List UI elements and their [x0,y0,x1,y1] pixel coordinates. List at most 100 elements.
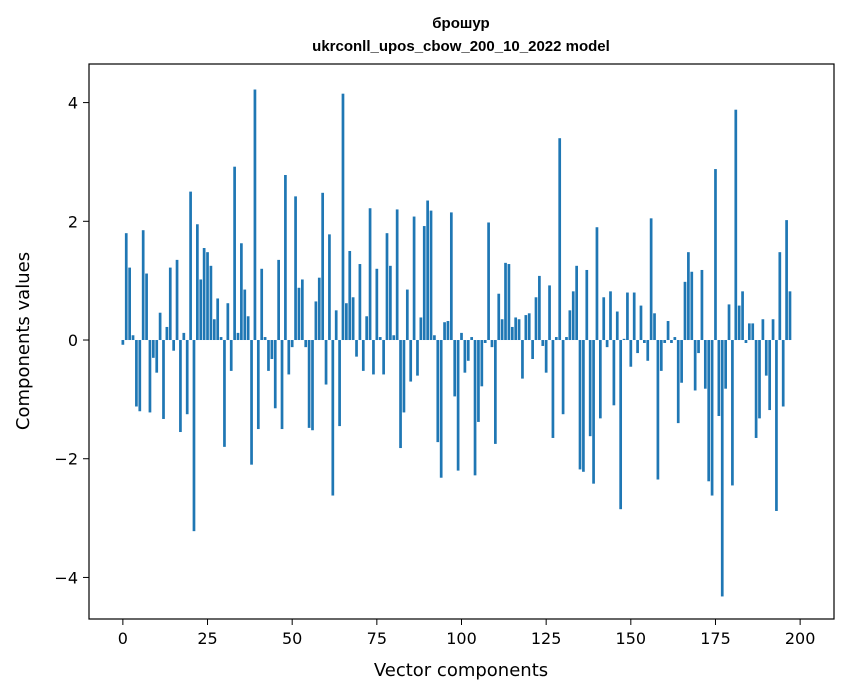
bar-41 [260,268,264,341]
bar-108 [487,222,490,341]
bar-36 [243,289,247,341]
bar-125 [544,340,548,373]
bar-130 [561,340,565,415]
bar-7 [145,273,148,341]
bar-141 [598,340,602,419]
bar-72 [365,316,369,341]
bar-172 [703,340,707,389]
bar-101 [463,340,467,373]
bar-114 [507,264,511,341]
bar-18 [182,332,186,341]
y-tick-label--4: −4 [54,568,78,587]
bar-142 [602,297,606,341]
bar-23 [199,279,203,341]
bar-93 [436,340,440,443]
bar-153 [639,305,643,341]
bar-31 [226,303,230,341]
bar-71 [361,340,365,371]
bar-51 [294,196,297,341]
bar-28 [216,298,220,341]
bar-11 [158,312,162,341]
bar-77 [382,340,385,375]
bar-70 [358,264,362,341]
x-tick-label-50: 50 [282,629,302,648]
bar-147 [619,340,623,510]
bar-85 [409,340,413,382]
bar-129 [558,138,562,341]
bar-131 [565,337,568,341]
bar-45 [273,340,277,409]
bar-159 [659,340,663,371]
bar-88 [419,317,423,341]
bar-102 [466,340,470,361]
bar-87 [416,340,419,376]
x-tick-label-25: 25 [197,629,217,648]
bar-21 [192,340,196,532]
bar-196 [785,220,788,341]
bar-42 [263,337,267,341]
bar-158 [656,340,660,480]
bar-185 [747,323,751,341]
bar-149 [626,292,629,341]
bar-151 [632,292,636,341]
bar-40 [256,340,260,430]
y-axis-ticks: −4 −2 0 2 4 [54,94,89,587]
bar-189 [761,319,765,341]
bar-190 [764,340,768,376]
bar-74 [372,340,375,375]
bar-57 [314,301,318,341]
x-tick-label-75: 75 [367,629,387,648]
bar-169 [693,340,697,391]
bar-27 [212,319,216,341]
bar-188 [758,340,761,419]
bar-94 [439,340,443,478]
bar-138 [588,340,592,437]
bar-120 [527,313,531,341]
bar-20 [189,191,192,341]
bar-170 [697,340,700,354]
bar-148 [622,338,626,341]
bar-98 [453,340,457,397]
bar-14 [168,267,172,341]
x-tick-label-200: 200 [785,629,816,648]
bar-163 [673,337,677,341]
bar-19 [185,340,189,415]
bar-126 [548,285,551,341]
bar-157 [653,313,656,341]
bar-49 [287,340,291,375]
bar-17 [179,340,182,433]
bar-44 [270,340,274,360]
y-tick-label-0: 0 [68,331,78,350]
bar-110 [494,340,497,444]
bar-92 [433,335,436,341]
bar-76 [378,337,382,341]
bar-132 [568,310,572,341]
bar-121 [531,340,534,360]
bar-48 [284,175,287,341]
bar-78 [385,233,389,341]
bar-89 [422,226,426,341]
y-tick-label-2: 2 [68,212,78,231]
bar-99 [456,340,460,471]
bar-119 [524,315,528,341]
bar-164 [676,340,680,424]
bar-161 [666,321,670,341]
bar-107 [483,340,487,343]
bar-118 [521,340,524,379]
bar-135 [578,340,582,470]
bar-177 [720,340,724,597]
bar-150 [629,340,633,367]
chart-title-line-1: брошур [432,15,489,32]
bar-106 [480,340,484,387]
bar-24 [202,248,206,341]
bar-2 [128,267,131,341]
bar-105 [477,340,480,422]
bar-191 [768,340,772,411]
bar-86 [412,216,416,341]
bar-140 [595,227,599,341]
bar-134 [575,265,578,341]
bar-69 [355,340,358,357]
bar-184 [744,340,748,343]
bar-165 [680,340,683,383]
